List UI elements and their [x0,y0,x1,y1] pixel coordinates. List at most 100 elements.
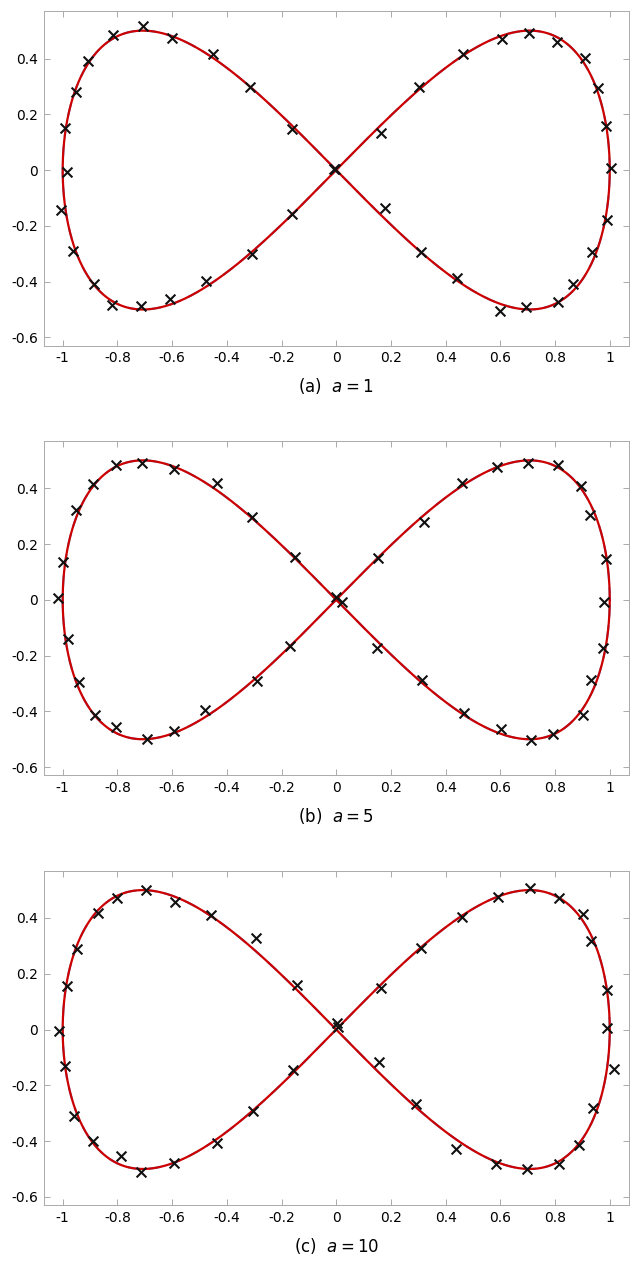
Point [116,1145,126,1166]
Point [205,905,216,925]
Point [520,296,531,317]
Point [456,473,467,493]
Point [289,1060,299,1081]
Point [598,639,608,659]
Point [376,123,386,143]
Point [136,296,146,317]
Point [169,1153,179,1173]
Point [593,79,604,99]
Point [329,158,339,179]
Point [458,43,468,63]
Point [524,23,534,43]
Point [169,460,179,480]
Point [137,454,147,474]
Point [74,672,84,692]
Point [58,552,68,573]
Point [606,157,616,177]
Point [138,16,148,37]
Point [526,730,536,750]
Point [412,1095,422,1115]
Point [568,274,579,294]
Point [292,974,302,995]
Point [497,29,508,49]
Point [496,718,506,739]
Point [554,1154,564,1175]
Point [414,77,424,98]
Point [586,670,596,691]
Point [602,209,612,229]
Point [457,907,467,927]
Point [602,979,612,1000]
Point [575,475,586,495]
Point [495,302,505,322]
Point [415,242,426,262]
Point [136,1162,147,1182]
Point [71,81,81,101]
Point [573,1135,584,1156]
Point [586,931,596,952]
Point [548,725,558,745]
Point [141,879,151,900]
Point [586,504,596,525]
Point [63,628,74,649]
Point [247,507,257,527]
Point [93,903,103,924]
Point [602,1019,612,1039]
Point [588,1098,598,1119]
Point [111,455,121,475]
Point [200,271,211,291]
Point [451,1139,461,1159]
Point [88,474,99,494]
Point [69,1105,79,1125]
Point [287,204,297,224]
Point [553,455,563,475]
Point [111,717,121,737]
Point [244,77,255,98]
Point [212,473,222,493]
Point [166,28,177,48]
Point [252,672,262,692]
Point [419,512,429,532]
Point [106,295,116,315]
Point [372,637,383,658]
Point [524,452,534,473]
Point [284,636,294,656]
Point [68,241,78,261]
Point [248,245,258,265]
Point [56,200,67,220]
Point [211,1133,221,1153]
Point [53,588,63,608]
Point [330,587,340,607]
Point [416,938,426,958]
Point [599,592,609,612]
Point [248,1101,259,1121]
Point [83,51,93,71]
Point [208,44,218,65]
Point [142,729,152,749]
Point [587,242,597,262]
X-axis label: (a)  $a = 1$: (a) $a = 1$ [298,376,374,397]
Point [577,905,588,925]
Point [553,293,563,313]
Point [60,1057,70,1077]
Point [525,878,535,898]
Point [72,939,82,959]
Point [609,1059,619,1079]
Point [493,887,504,907]
Point [290,546,300,566]
Point [88,274,99,294]
Point [337,592,347,612]
Point [380,198,390,218]
Point [60,118,70,138]
Point [61,976,72,996]
Point [287,119,298,139]
Point [108,24,118,44]
Point [88,1130,99,1150]
Point [169,721,179,741]
Point [70,499,81,519]
Point [376,978,386,998]
Point [601,550,611,570]
Point [522,1158,532,1178]
Point [54,1021,64,1041]
Point [459,703,469,723]
